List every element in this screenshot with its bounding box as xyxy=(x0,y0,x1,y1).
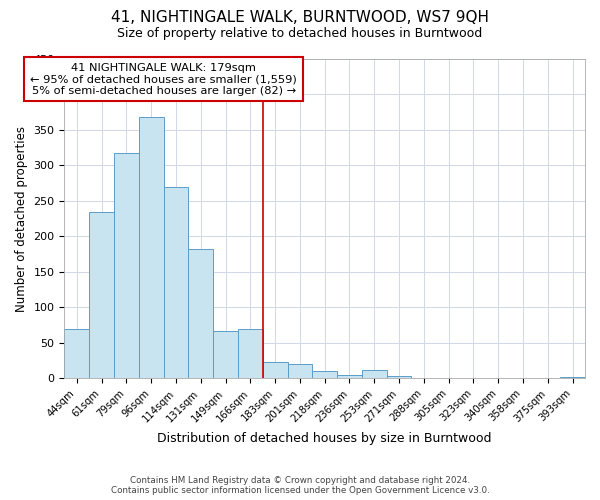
Text: 41 NIGHTINGALE WALK: 179sqm
← 95% of detached houses are smaller (1,559)
5% of s: 41 NIGHTINGALE WALK: 179sqm ← 95% of det… xyxy=(30,62,297,96)
Bar xyxy=(287,364,313,378)
Bar xyxy=(238,330,263,378)
Bar xyxy=(114,152,139,378)
Bar xyxy=(263,362,287,378)
Bar xyxy=(164,186,188,378)
Bar xyxy=(213,332,238,378)
Bar xyxy=(386,376,412,378)
Bar xyxy=(337,375,362,378)
Bar xyxy=(89,212,114,378)
X-axis label: Distribution of detached houses by size in Burntwood: Distribution of detached houses by size … xyxy=(157,432,492,445)
Bar xyxy=(188,249,213,378)
Bar xyxy=(313,370,337,378)
Text: Size of property relative to detached houses in Burntwood: Size of property relative to detached ho… xyxy=(118,28,482,40)
Bar xyxy=(64,328,89,378)
Bar xyxy=(560,377,585,378)
Bar xyxy=(362,370,386,378)
Text: Contains HM Land Registry data © Crown copyright and database right 2024.
Contai: Contains HM Land Registry data © Crown c… xyxy=(110,476,490,495)
Bar xyxy=(139,117,164,378)
Y-axis label: Number of detached properties: Number of detached properties xyxy=(15,126,28,312)
Text: 41, NIGHTINGALE WALK, BURNTWOOD, WS7 9QH: 41, NIGHTINGALE WALK, BURNTWOOD, WS7 9QH xyxy=(111,10,489,25)
